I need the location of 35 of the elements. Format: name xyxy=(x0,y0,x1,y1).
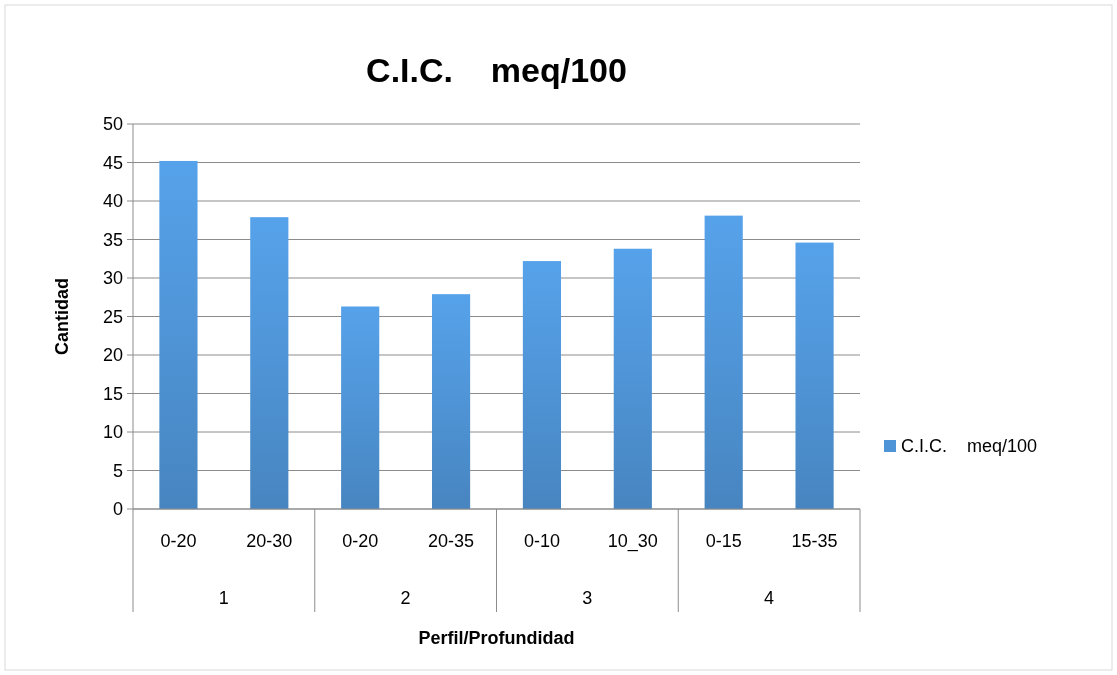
y-tick-label: 25 xyxy=(102,306,123,327)
bar xyxy=(159,160,198,509)
bar xyxy=(795,242,834,509)
x-tick-label: 15-35 xyxy=(791,531,838,551)
text: 2 xyxy=(400,588,411,608)
bar xyxy=(613,248,652,509)
y-tick-label: 20 xyxy=(102,345,123,366)
chart-title: C.I.C. meq/100 xyxy=(366,51,627,89)
y-tick-label: 40 xyxy=(102,191,123,212)
y-tick-label: 45 xyxy=(102,152,123,173)
bar xyxy=(341,306,380,509)
x-axis-title: Perfil/Profundidad xyxy=(418,628,575,648)
x-tick-label: 0-20 xyxy=(160,531,197,551)
text: 3 xyxy=(582,588,593,608)
bar xyxy=(431,294,471,509)
x-tick-label: 20-30 xyxy=(246,531,293,551)
x-tick-label: 0-10 xyxy=(523,531,560,551)
y-tick-label: 0 xyxy=(112,499,123,520)
legend-label: C.I.C. meq/100 xyxy=(901,436,1038,457)
x-tick-label: 20-35 xyxy=(428,531,475,551)
bar xyxy=(704,215,743,509)
y-tick-label: 50 xyxy=(102,114,123,135)
y-tick-label: 5 xyxy=(112,460,123,481)
x-tick-label: 0-20 xyxy=(342,531,379,551)
y-tick-label: 35 xyxy=(102,229,123,250)
y-tick-label: 30 xyxy=(102,268,123,289)
y-tick-label: 15 xyxy=(102,383,123,404)
y-tick-label: 10 xyxy=(102,422,123,443)
text: 4 xyxy=(764,588,775,608)
bar xyxy=(250,217,289,509)
x-tick-label: 0-15 xyxy=(705,531,742,551)
bar xyxy=(522,261,562,509)
x-tick-label: 10_30 xyxy=(607,531,658,552)
text: 1 xyxy=(218,588,229,608)
y-axis-title: Cantidad xyxy=(52,277,72,356)
